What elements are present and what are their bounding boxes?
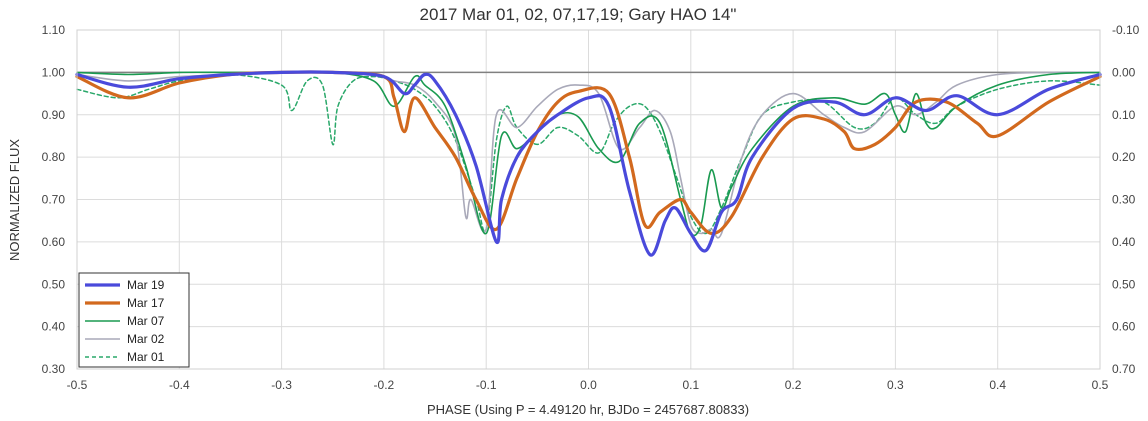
x-tick-label: 0.1 [682, 378, 699, 392]
series-line-mar-07 [76, 70, 1101, 237]
y-tick-label: 0.50 [42, 277, 66, 291]
legend-label-mar-07: Mar 07 [127, 314, 165, 328]
y2-tick-label: 0.20 [1112, 150, 1136, 164]
x-tick-label: -0.5 [67, 378, 88, 392]
y2-tick-label: 0.50 [1112, 277, 1136, 291]
legend-label-mar-19: Mar 19 [127, 278, 165, 292]
x-tick-label: 0.0 [580, 378, 597, 392]
y2-tick-label: 0.30 [1112, 193, 1136, 207]
x-tick-label: 0.3 [887, 378, 904, 392]
x-tick-label: -0.4 [169, 378, 190, 392]
legend: Mar 19 Mar 17 Mar 07 Mar 02 Mar 01 [78, 272, 190, 368]
series-lines [75, 70, 1102, 257]
y-tick-label: 0.30 [42, 362, 66, 376]
x-tick-label: -0.1 [476, 378, 497, 392]
x-tick-label: 0.4 [989, 378, 1006, 392]
x-tick-label: -0.3 [271, 378, 292, 392]
y-tick-label: 1.10 [42, 23, 66, 37]
series-line-mar-02 [76, 71, 1101, 239]
y2-tick-label: 0.10 [1112, 108, 1136, 122]
legend-box [78, 272, 190, 368]
y-axis-title: NORMALIZED FLUX [7, 139, 22, 261]
x-axis-tick-labels: -0.5 -0.4 -0.3 -0.2 -0.1 0.0 0.1 0.2 0.3 0.4 0.5 [67, 378, 1109, 392]
y2-tick-label: 0.60 [1112, 320, 1136, 334]
series-line-mar-01 [76, 73, 1101, 235]
legend-label-mar-02: Mar 02 [127, 332, 165, 346]
y-tick-label: 0.80 [42, 150, 66, 164]
legend-label-mar-17: Mar 17 [127, 296, 165, 310]
x-tick-label: -0.2 [374, 378, 395, 392]
y2-tick-label: 0.40 [1112, 235, 1136, 249]
y2-tick-label: 0.00 [1112, 65, 1136, 79]
x-tick-label: 0.2 [785, 378, 802, 392]
series-line-mar-17 [75, 70, 1102, 236]
y2-tick-label: -0.10 [1112, 23, 1140, 37]
x-tick-label: 0.5 [1092, 378, 1109, 392]
secondary-y-axis-tick-labels: 0.70 0.60 0.50 0.40 0.30 0.20 0.10 0.00 -0.10 [1112, 23, 1140, 376]
plot-frame [76, 29, 1101, 370]
y-tick-label: 0.60 [42, 235, 66, 249]
y2-tick-label: 0.70 [1112, 362, 1136, 376]
y-tick-label: 0.90 [42, 108, 66, 122]
x-axis-title: PHASE (Using P = 4.49120 hr, BJDo = 2457… [427, 402, 749, 417]
chart-title: 2017 Mar 01, 02, 07,17,19; Gary HAO 14" [420, 5, 737, 24]
series-line-mar-19 [75, 70, 1102, 257]
y-axis-tick-labels: 0.30 0.40 0.50 0.60 0.70 0.80 0.90 1.00 1.10 [42, 23, 66, 376]
y-tick-label: 0.40 [42, 320, 66, 334]
y-tick-label: 1.00 [42, 65, 66, 79]
legend-label-mar-01: Mar 01 [127, 350, 165, 364]
y-tick-label: 0.70 [42, 193, 66, 207]
